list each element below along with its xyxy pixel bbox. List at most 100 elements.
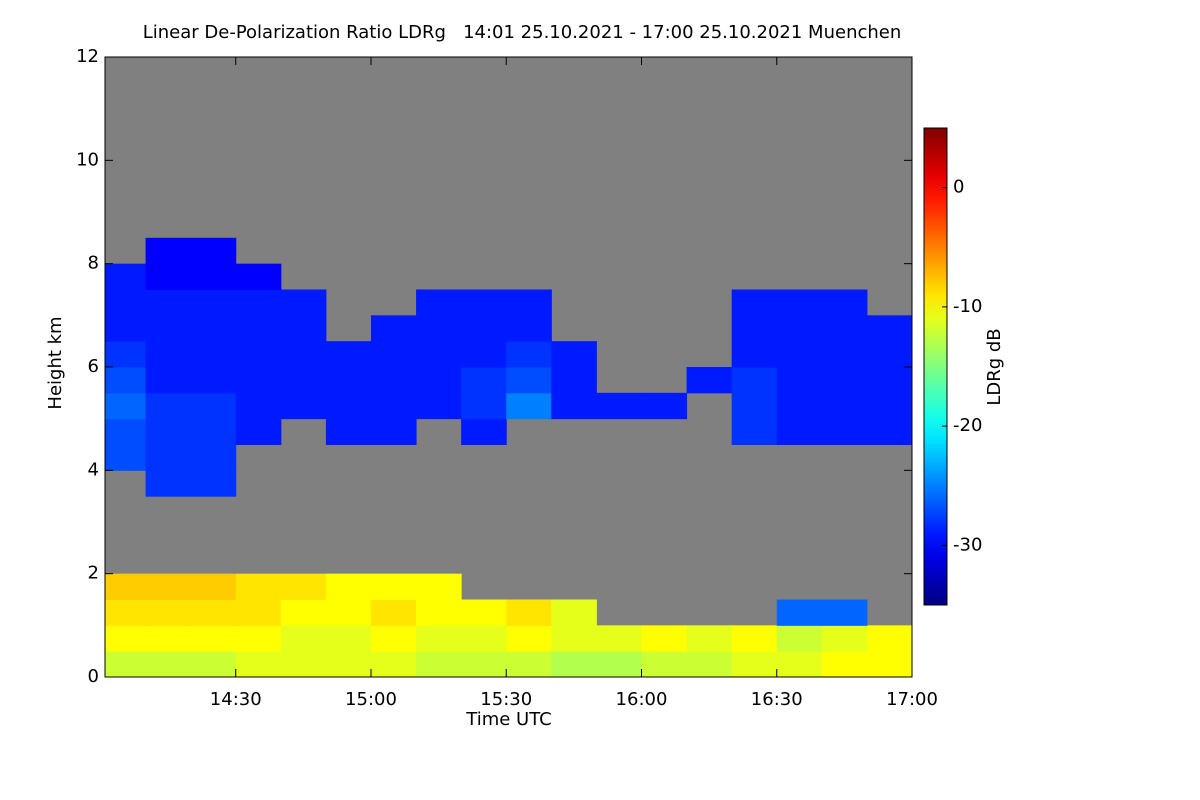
colorbar-tick-label: -30	[953, 534, 982, 555]
x-tick-label: 15:00	[345, 689, 397, 710]
heat-cell	[866, 341, 913, 368]
heat-cell	[105, 573, 147, 600]
heat-cell	[461, 341, 507, 368]
heat-cell	[641, 651, 688, 678]
heat-cell	[190, 237, 237, 265]
heat-cell	[686, 625, 733, 652]
heat-cell	[190, 289, 237, 316]
heat-cell	[821, 315, 868, 342]
heat-cell	[235, 341, 282, 368]
heat-cell	[506, 315, 552, 342]
heat-cell	[235, 573, 282, 600]
heat-cell	[416, 289, 462, 316]
heat-cell	[105, 315, 147, 342]
heat-cell	[776, 289, 823, 316]
colorbar-tick-label: 0	[953, 177, 964, 198]
heat-cell	[596, 392, 642, 420]
heat-cell	[461, 315, 507, 342]
heat-cell	[416, 651, 462, 678]
heat-cell	[461, 651, 507, 678]
heat-cell	[235, 651, 282, 678]
heat-cell	[145, 392, 192, 420]
heat-cell	[731, 392, 778, 420]
y-axis-label: Height km	[45, 316, 66, 409]
heat-cell	[416, 315, 462, 342]
heat-cell	[145, 289, 192, 316]
heat-cell	[105, 625, 147, 652]
heat-cell	[105, 392, 147, 420]
heat-cell	[280, 573, 327, 600]
heat-cell	[461, 289, 507, 316]
heat-cell	[551, 625, 597, 652]
heat-cell	[145, 573, 192, 600]
heat-cell	[776, 315, 823, 342]
heat-cell	[370, 651, 417, 678]
heat-cell	[866, 392, 913, 420]
heat-cell	[190, 444, 237, 471]
heat-cell	[731, 625, 778, 652]
heat-cell	[325, 625, 372, 652]
x-tick-label: 16:00	[616, 689, 668, 710]
y-tick-label: 6	[88, 356, 99, 377]
y-tick-label: 10	[76, 149, 99, 170]
heat-cell	[325, 651, 372, 678]
heat-cell	[821, 418, 868, 445]
heat-cell	[506, 341, 552, 368]
heat-cell	[190, 651, 237, 678]
y-tick-label: 12	[76, 46, 99, 67]
heat-cell	[776, 418, 823, 445]
heat-cell	[145, 444, 192, 471]
x-axis-label: Time UTC	[465, 709, 551, 730]
heat-cell	[235, 599, 282, 626]
heat-cell	[280, 651, 327, 678]
x-tick-label: 15:30	[480, 689, 532, 710]
heat-cell	[416, 573, 462, 600]
heat-cell	[145, 418, 192, 445]
heat-cell	[190, 315, 237, 342]
heat-cell	[821, 651, 868, 678]
heat-cell	[235, 289, 282, 316]
heat-cell	[105, 263, 147, 290]
heat-cell	[866, 651, 913, 678]
heat-cell	[325, 573, 372, 600]
heat-cell	[506, 367, 552, 394]
heat-cell	[821, 289, 868, 316]
heat-cell	[731, 315, 778, 342]
heat-cell	[145, 599, 192, 626]
y-tick-label: 8	[88, 253, 99, 274]
colorbar-tick-label: -10	[953, 296, 982, 317]
heat-cell	[235, 315, 282, 342]
heat-cell	[190, 470, 237, 497]
heat-cell	[145, 263, 192, 290]
y-tick-label: 0	[88, 666, 99, 687]
heat-cell	[280, 289, 327, 316]
heat-cell	[190, 367, 237, 394]
heat-cell	[461, 392, 507, 420]
heat-cell	[325, 599, 372, 626]
heat-cell	[145, 237, 192, 265]
heat-cell	[506, 599, 552, 626]
heat-cell	[506, 625, 552, 652]
heat-cell	[370, 625, 417, 652]
heat-cell	[190, 263, 237, 290]
heat-cell	[416, 392, 462, 420]
colorbar	[923, 127, 948, 606]
heat-cell	[731, 341, 778, 368]
heat-cell	[105, 599, 147, 626]
heat-cell	[280, 625, 327, 652]
heat-cell	[145, 651, 192, 678]
heat-cell	[105, 418, 147, 445]
heat-cell	[821, 625, 868, 652]
heat-cell	[105, 651, 147, 678]
heat-cell	[866, 625, 913, 652]
heat-cell	[370, 599, 417, 626]
colorbar-tick-label: -20	[953, 415, 982, 436]
heat-cell	[325, 367, 372, 394]
heat-cell	[731, 367, 778, 394]
heat-cell	[370, 367, 417, 394]
heat-cell	[280, 599, 327, 626]
heat-cell	[145, 367, 192, 394]
heat-cell	[105, 444, 147, 471]
heat-cell	[325, 392, 372, 420]
